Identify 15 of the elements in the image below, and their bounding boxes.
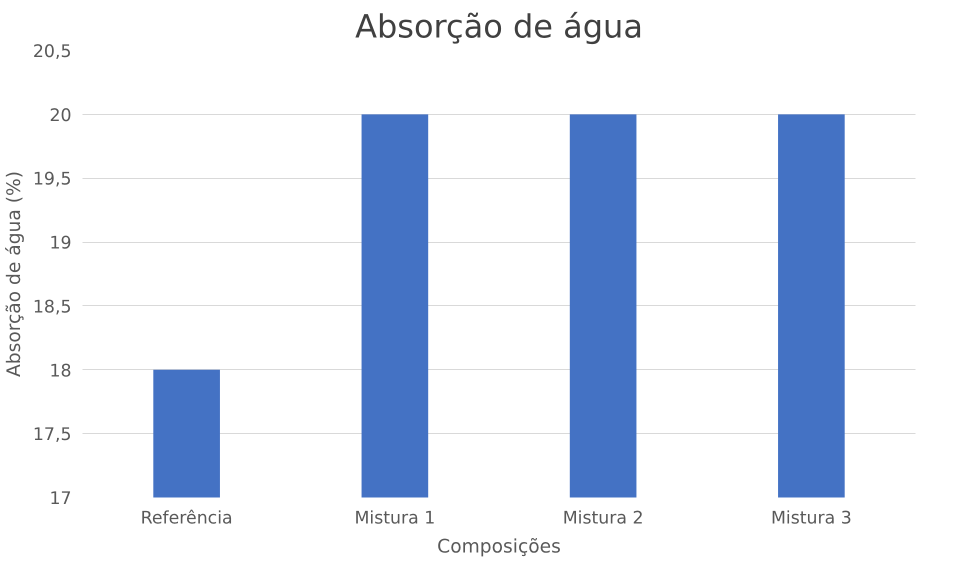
x-tick-label: Mistura 2 [562, 508, 644, 528]
x-tick-label: Mistura 3 [770, 508, 852, 528]
y-axis-title: Absorção de água (%) [4, 170, 25, 378]
y-tick-label: 20 [49, 106, 72, 126]
x-tick-label: Referência [140, 508, 233, 528]
chart-title: Absorção de água [355, 8, 643, 46]
y-tick-label: 19 [49, 234, 72, 254]
y-tick-label: 19,5 [32, 170, 72, 190]
y-tick-label: 20,5 [32, 42, 72, 62]
y-tick-label: 17,5 [32, 425, 72, 446]
x-axis-title: Composições [437, 536, 561, 558]
y-tick-label: 18 [49, 361, 72, 382]
x-tick-label: Mistura 1 [354, 508, 436, 528]
y-tick-label: 18,5 [32, 297, 72, 318]
y-tick-label: 17 [49, 489, 72, 509]
